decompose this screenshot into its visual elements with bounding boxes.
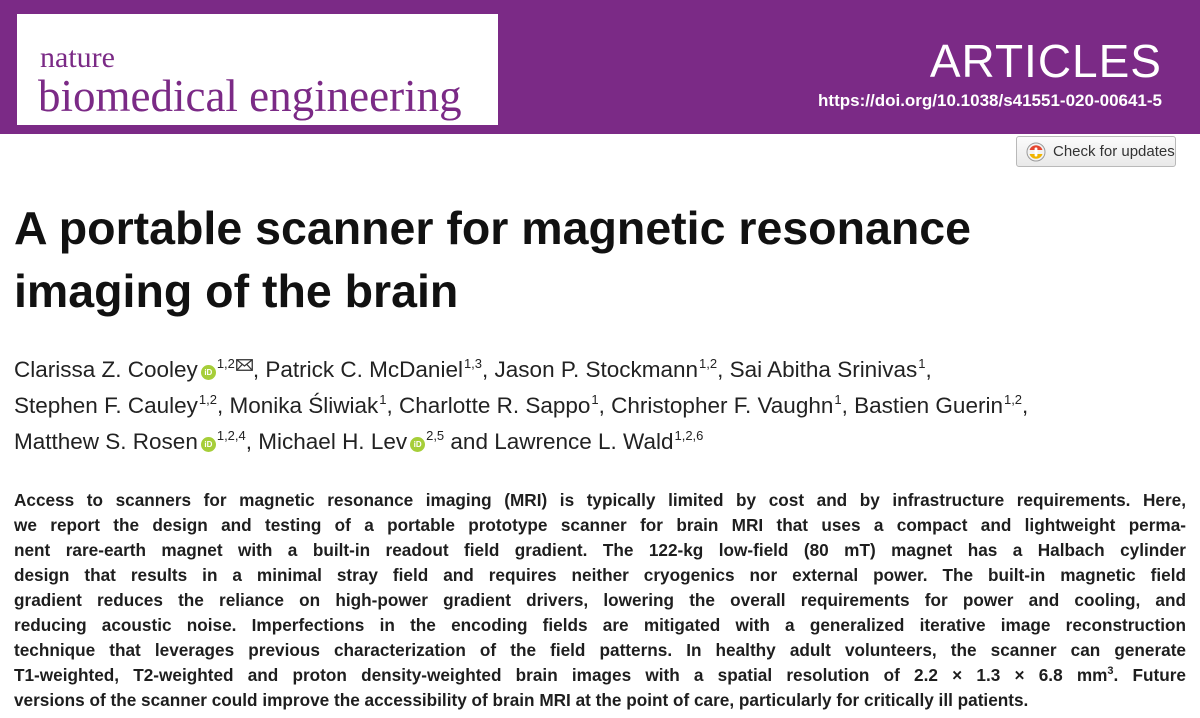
author[interactable]: Michael H. Lev iD2,5 (258, 429, 444, 454)
author-name: Lawrence L. Wald (494, 429, 674, 454)
check-for-updates-label: Check for updates (1053, 143, 1175, 160)
abstract-line: reducing acoustic noise. Imperfections i… (14, 615, 1186, 635)
author-affiliation: 1 (918, 356, 926, 371)
author[interactable]: Matthew S. Rosen iD1,2,4 (14, 429, 246, 454)
abstract-line: design that results in a minimal stray f… (14, 565, 1186, 585)
unit-superscript: 3 (1107, 665, 1114, 677)
author-separator: , (1022, 393, 1029, 418)
author[interactable]: Monika Śliwiak1 (229, 393, 386, 418)
abstract-line: versions of the scanner could improve th… (14, 690, 1029, 710)
author-name: Charlotte R. Sappo (399, 393, 591, 418)
abstract-line: we report the design and testing of a po… (14, 515, 1186, 535)
author-separator: , (925, 357, 932, 382)
author[interactable]: Patrick C. McDaniel1,3 (265, 357, 482, 382)
author-affiliation: 2,5 (426, 428, 445, 443)
author-separator: , (245, 429, 259, 454)
check-for-updates-icon (1026, 142, 1046, 161)
orcid-icon[interactable]: iD (200, 365, 216, 380)
author[interactable]: Christopher F. Vaughn1 (611, 393, 841, 418)
author-affiliation: 1,2,4 (216, 428, 246, 443)
email-icon[interactable] (235, 359, 253, 371)
author-name: Stephen F. Cauley (14, 393, 198, 418)
section-label: ARTICLES (929, 35, 1162, 87)
check-for-updates-button[interactable]: Check for updates (1016, 136, 1176, 167)
author-affiliation: 1 (834, 392, 842, 407)
author-name: Monika Śliwiak (229, 393, 379, 418)
author-separator: , (717, 357, 730, 382)
author-affiliation: 1,2 (198, 392, 217, 407)
author[interactable]: Stephen F. Cauley1,2 (14, 393, 217, 418)
author-separator: , (598, 393, 612, 418)
author-separator: , (482, 357, 495, 382)
article-title-line2: imaging of the brain (14, 265, 459, 317)
author-affiliation: 1,2,6 (674, 428, 704, 443)
journal-name-line2: biomedical engineering (38, 71, 462, 121)
author-name: Michael H. Lev (258, 429, 408, 454)
author-affiliation: 1,3 (463, 356, 483, 371)
author-name: Christopher F. Vaughn (611, 393, 834, 418)
abstract-line: nent rare-earth magnet with a built-in r… (14, 540, 1186, 560)
author-name: Clarissa Z. Cooley (14, 357, 198, 382)
abstract-text: . Future (1113, 665, 1186, 685)
abstract-line: technique that leverages previous charac… (14, 640, 1186, 660)
author[interactable]: Sai Abitha Srinivas1 (730, 357, 926, 382)
author[interactable]: Jason P. Stockmann1,2 (495, 357, 718, 382)
author-affiliation: 1,2 (1003, 392, 1023, 407)
orcid-icon[interactable]: iD (200, 437, 216, 452)
author-affiliation: 1,2 (216, 356, 235, 371)
abstract: Access to scanners for magnetic resonanc… (14, 488, 1186, 713)
orcid-icon[interactable]: iD (410, 437, 426, 452)
abstract-text: T1-weighted, T2-weighted and proton dens… (14, 665, 1108, 685)
author-name: Sai Abitha Srinivas (729, 357, 918, 382)
author-separator: , (252, 357, 266, 382)
author-separator: , (216, 393, 230, 418)
author-affiliation: 1 (379, 392, 387, 407)
author-name: Jason P. Stockmann (494, 357, 699, 382)
author-list: Clarissa Z. Cooley iD1,2, Patrick C. McDa… (14, 352, 1194, 460)
author-name: Patrick C. McDaniel (265, 357, 463, 382)
author-separator: , (841, 393, 855, 418)
author-name: Bastien Guerin (854, 393, 1003, 418)
author[interactable]: Charlotte R. Sappo1 (399, 393, 599, 418)
author-affiliation: 1 (591, 392, 599, 407)
abstract-line: T1-weighted, T2-weighted and proton dens… (14, 663, 1186, 688)
author-conjunction: and (444, 429, 495, 454)
author-name: Matthew S. Rosen (14, 429, 198, 454)
article-title-line1: A portable scanner for magnetic resonanc… (14, 202, 971, 254)
author[interactable]: Lawrence L. Wald1,2,6 (494, 429, 703, 454)
abstract-line: Access to scanners for magnetic resonanc… (14, 490, 1186, 510)
author-affiliation: 1,2 (699, 356, 718, 371)
author-separator: , (386, 393, 400, 418)
journal-banner: nature biomedical engineering ARTICLES h… (0, 0, 1200, 134)
doi-link[interactable]: https://doi.org/10.1038/s41551-020-00641… (818, 91, 1162, 110)
journal-logo[interactable]: nature biomedical engineering (17, 14, 498, 125)
abstract-line: gradient reduces the reliance on high-po… (14, 590, 1186, 610)
article-title: A portable scanner for magnetic resonanc… (14, 197, 1094, 323)
author[interactable]: Clarissa Z. Cooley iD1,2 (14, 357, 253, 382)
author[interactable]: Bastien Guerin1,2 (854, 393, 1022, 418)
journal-name-line1: nature (40, 41, 115, 74)
